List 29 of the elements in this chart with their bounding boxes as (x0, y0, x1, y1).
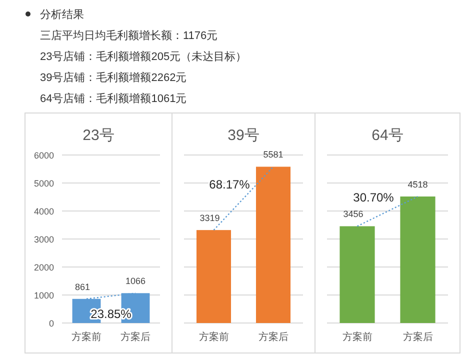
text: 三店平均日均毛利额增长额：1176元 (40, 29, 218, 42)
annotation: 68.17% (209, 177, 250, 192)
text: 23号店铺：毛利额增额205元（未达目标） (40, 50, 247, 63)
data-label: 3456 (343, 209, 364, 220)
y-tick-label: 1000 (34, 290, 54, 300)
x-tick-label: 方案前 (72, 331, 102, 343)
data-label: 861 (74, 282, 90, 292)
x-tick-label: 方案前 (342, 331, 372, 343)
y-tick-label: 2000 (34, 262, 54, 272)
x-tick-label: 方案后 (120, 331, 150, 343)
y-tick-label: 6000 (34, 150, 54, 160)
text: 39号店铺：毛利额增额2262元 (40, 71, 187, 84)
chart-title: 23号 (82, 127, 114, 144)
text: 64号店铺：毛利额增额1061元 (40, 92, 187, 105)
data-label: 3319 (200, 213, 220, 224)
y-tick-label: 0 (48, 318, 54, 328)
data-label: 5581 (263, 150, 284, 160)
x-tick-label: 方案前 (198, 331, 229, 343)
data-label: 1066 (125, 276, 146, 286)
y-tick-label: 3000 (34, 234, 54, 244)
x-tick-label: 方案后 (258, 331, 288, 343)
x-tick-label: 方案后 (402, 331, 433, 343)
chart-title: 39号 (228, 127, 260, 144)
chart-title: 64号 (372, 127, 404, 144)
annotation: 30.70% (353, 190, 394, 204)
text: 分析结果 (40, 8, 84, 21)
y-tick-label: 4000 (34, 206, 54, 216)
data-label: 4518 (408, 179, 428, 190)
y-tick-label: 5000 (34, 178, 54, 188)
